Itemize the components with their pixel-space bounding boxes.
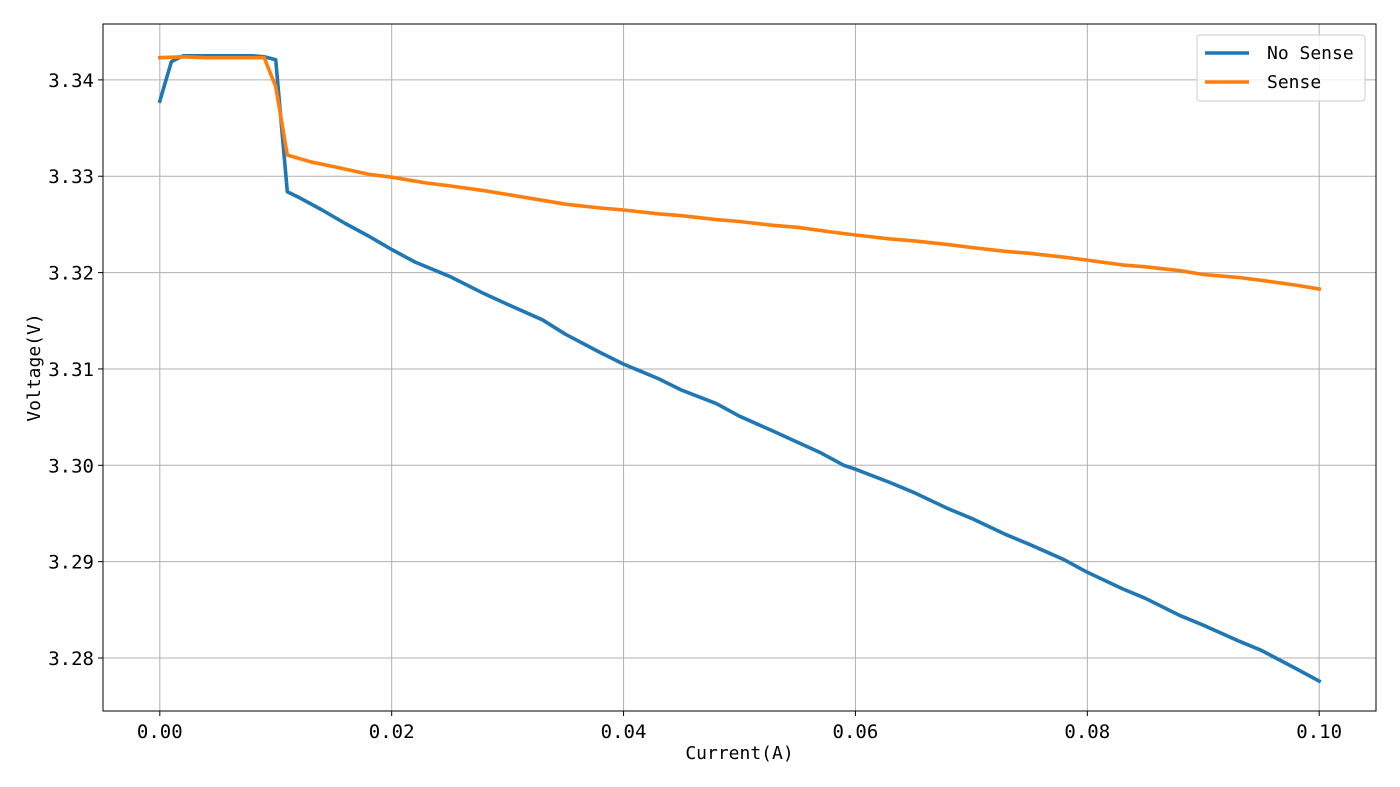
x-axis-label: Current(A): [685, 743, 793, 764]
series-line-sense: [157, 55, 1322, 292]
x-tick-label: 0.02: [369, 721, 415, 743]
y-tick-label: 3.34: [48, 70, 94, 92]
y-tick-label: 3.29: [48, 552, 94, 574]
y-tick-label: 3.31: [48, 359, 94, 381]
y-tick-label: 3.30: [48, 455, 94, 477]
x-tick-label: 0.00: [137, 721, 183, 743]
y-tick-label: 3.32: [48, 263, 94, 285]
x-tick-label: 0.10: [1296, 721, 1342, 743]
y-tick-label: 3.33: [48, 166, 94, 188]
legend-label: No Sense: [1267, 43, 1354, 64]
y-tick-label: 3.28: [48, 648, 94, 670]
x-tick-label: 0.04: [601, 721, 647, 743]
ticks: 0.00 0.02 0.04 0.06 0.08 0.10 3.28 3.29 3.30 3.31…: [48, 70, 1342, 743]
series-layer: [157, 54, 1322, 684]
grid: [103, 24, 1376, 711]
series-line-no-sense: [157, 54, 1322, 684]
legend-label: Sense: [1267, 72, 1321, 93]
x-tick-label: 0.08: [1064, 721, 1110, 743]
y-axis-label: Voltage(V): [24, 313, 45, 421]
x-tick-label: 0.06: [833, 721, 879, 743]
plot-frame: [102, 23, 1377, 712]
legend: No Sense Sense: [1196, 34, 1366, 102]
